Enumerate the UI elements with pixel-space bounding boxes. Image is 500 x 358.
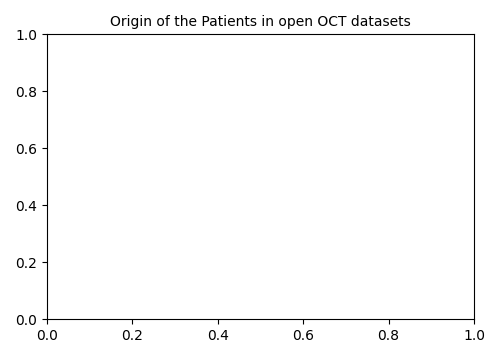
Title: Origin of the Patients in open OCT datasets: Origin of the Patients in open OCT datas… — [110, 15, 410, 29]
